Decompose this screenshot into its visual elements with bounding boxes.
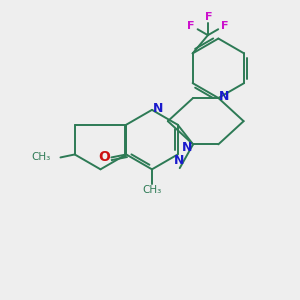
- Text: F: F: [205, 12, 212, 22]
- Text: F: F: [221, 21, 229, 31]
- Text: N: N: [218, 90, 229, 103]
- Text: N: N: [174, 154, 184, 167]
- Text: N: N: [182, 141, 192, 154]
- Text: O: O: [98, 150, 110, 164]
- Text: F: F: [187, 21, 195, 31]
- Text: CH₃: CH₃: [32, 152, 51, 162]
- Text: CH₃: CH₃: [142, 184, 162, 194]
- Text: N: N: [153, 102, 164, 115]
